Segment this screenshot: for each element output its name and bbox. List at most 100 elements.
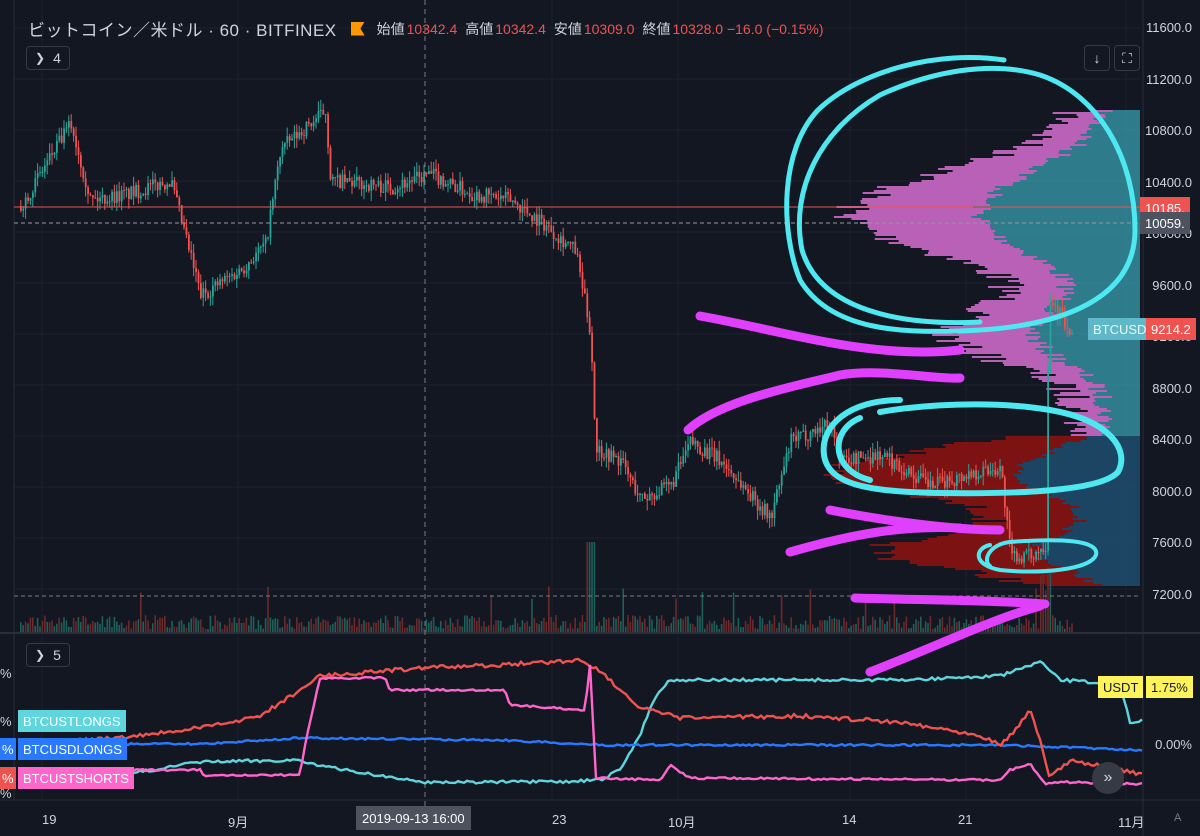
candle-body (1006, 507, 1009, 521)
candle-body (77, 147, 80, 155)
candle-body (636, 493, 639, 495)
indicators-toggle-main[interactable]: ❯ 4 (26, 46, 70, 70)
candle-body (915, 478, 917, 483)
candle-body (1032, 558, 1035, 560)
candle-body (713, 448, 716, 462)
candle-body (53, 152, 56, 155)
candle-body (1020, 558, 1023, 563)
candle-body (980, 476, 982, 478)
scroll-to-realtime-button[interactable]: » (1092, 762, 1124, 794)
candle-body (610, 450, 613, 462)
candle-body (598, 446, 601, 453)
candle-body (754, 491, 757, 500)
candle-body (996, 471, 999, 475)
candle-body (1047, 365, 1049, 552)
candle-body (322, 109, 325, 115)
candle-body (804, 430, 807, 441)
candle-body (471, 197, 473, 201)
candle-body (807, 440, 809, 442)
candle-body (358, 176, 361, 181)
candle-body (178, 197, 181, 206)
candle-body (605, 449, 608, 458)
candle-body (536, 214, 538, 226)
candle-body (857, 451, 860, 464)
candle-body (855, 453, 857, 464)
candle-body (603, 457, 605, 459)
candle-body (248, 262, 250, 271)
candle-body (152, 179, 154, 185)
candle-body (228, 275, 231, 277)
x-tick: 21 (958, 812, 973, 827)
candle-body (401, 179, 404, 189)
candle-body (867, 457, 869, 459)
candle-body (192, 252, 195, 268)
candle-body (207, 292, 209, 298)
candle-body (356, 176, 358, 181)
candle-body (240, 268, 243, 271)
candle-body (341, 174, 344, 189)
candle-body (634, 480, 637, 494)
candle-body (464, 193, 466, 195)
candle-body (552, 232, 555, 239)
candle-body (874, 452, 877, 460)
candle-body (792, 433, 795, 436)
candle-body (716, 450, 718, 462)
candle-body (346, 178, 349, 182)
candle-body (296, 131, 298, 139)
candle-body (108, 201, 111, 203)
candle-body (485, 188, 488, 203)
candle-body (992, 470, 994, 472)
candle-body (267, 237, 269, 239)
indicators-toggle-lower[interactable]: ❯ 5 (26, 643, 70, 667)
volume-bars (20, 542, 1073, 632)
candle-body (459, 181, 461, 191)
candle-body (473, 200, 476, 202)
candle-body (339, 175, 341, 189)
candle-body (528, 213, 531, 216)
x-tick: 19 (42, 812, 57, 827)
candle-body (344, 174, 346, 182)
flag-icon[interactable] (350, 21, 365, 36)
candle-body (60, 135, 63, 143)
symbol-title[interactable]: ビットコイン／米ドル · 60 · BITFINEX (28, 21, 337, 40)
candle-body (735, 478, 737, 481)
candle-body (308, 121, 310, 124)
candle-body (860, 451, 862, 458)
candle-body (730, 469, 733, 474)
candle-body (404, 179, 406, 188)
chevron-right-icon: ❯ (35, 648, 46, 662)
candle-body (509, 194, 512, 202)
candle-body (766, 503, 769, 519)
candle-body (1052, 303, 1054, 305)
y-tick: 10800.0 (1145, 123, 1192, 138)
candle-body (430, 171, 433, 174)
candle-body (956, 474, 958, 487)
candle-body (161, 181, 164, 186)
candle-body (27, 197, 29, 201)
candle-body (612, 450, 615, 458)
candle-body (987, 466, 989, 475)
x-tick: 11月 (1118, 815, 1145, 830)
candle-body (444, 184, 447, 187)
candle-body (929, 480, 932, 488)
candle-body (250, 262, 253, 264)
candle-body (118, 191, 121, 202)
x-tick: 23 (552, 812, 567, 827)
candle-body (63, 128, 65, 143)
download-icon[interactable]: ↓ (1084, 45, 1110, 71)
candle-body (725, 464, 728, 470)
candle-body (555, 238, 557, 240)
fullscreen-icon[interactable]: ⛶ (1114, 45, 1140, 71)
candle-body (773, 502, 776, 518)
candle-body (641, 493, 644, 495)
candle-body (94, 197, 97, 199)
candle-body (684, 450, 687, 456)
candle-body (939, 476, 941, 478)
candle-body (670, 481, 673, 485)
y-tick: 8400.0 (1152, 432, 1192, 447)
auto-scale-button[interactable]: A (1174, 812, 1182, 824)
candle-body (569, 242, 572, 244)
candle-body (800, 431, 802, 433)
candle-body (209, 296, 212, 298)
